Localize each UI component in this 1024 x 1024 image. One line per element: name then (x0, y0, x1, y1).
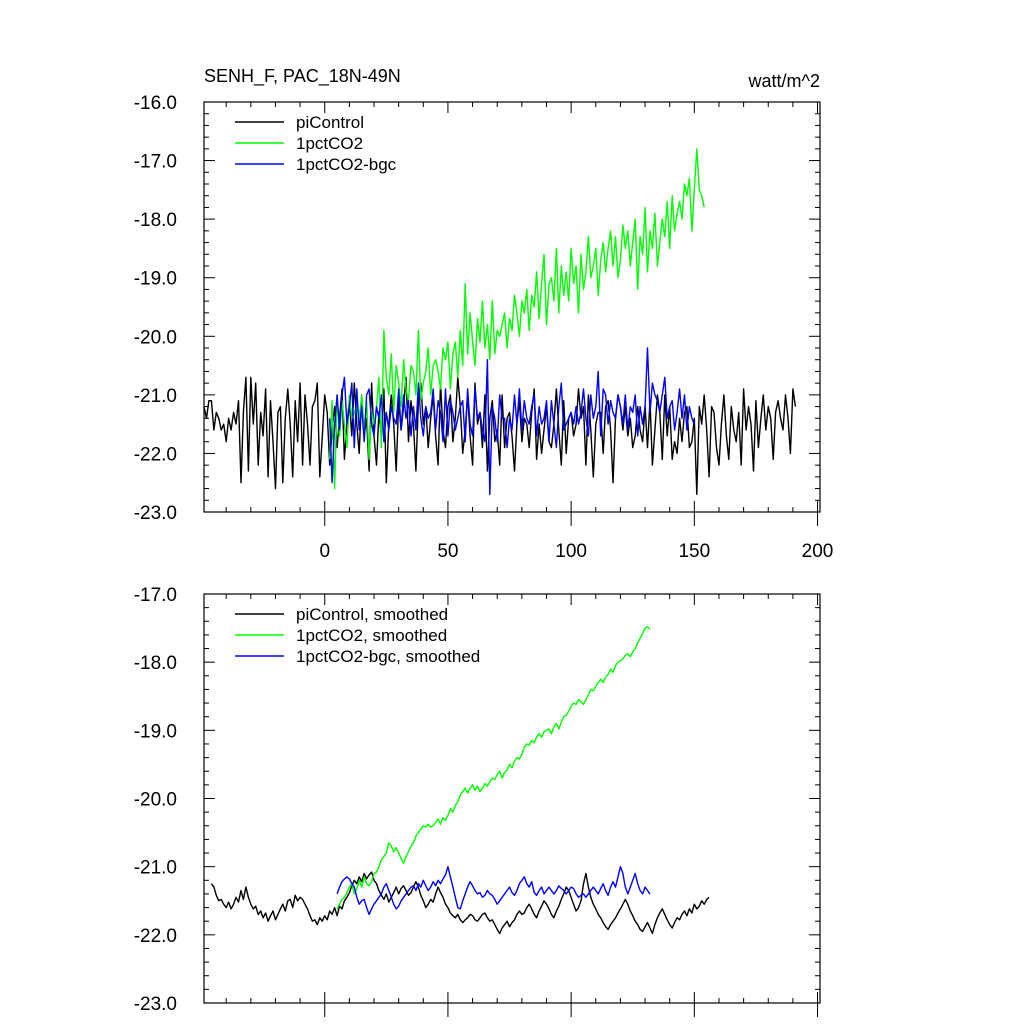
y-tick-label: -23.0 (134, 994, 177, 1015)
y-tick-label: -22.0 (134, 926, 177, 947)
y-tick-label: -21.0 (134, 858, 177, 879)
units-label: watt/m^2 (748, 71, 820, 91)
x-tick-label: 200 (802, 541, 834, 562)
legend-label: piControl (296, 113, 364, 132)
bottom-panel: -23.0 -22.0 -21.0 -20.0 -19.0 -18.0 -17.0 piCon… (134, 585, 821, 1017)
y-tick-label: -19.0 (134, 721, 177, 742)
series-line-1pctco2-bgc (336, 866, 651, 916)
y-tick-label: -16.0 (134, 93, 177, 114)
x-tick-label: 150 (678, 541, 710, 562)
y-tick-label: -20.0 (134, 790, 177, 811)
y-tick-label: -22.0 (134, 444, 177, 465)
plot-frame (203, 101, 821, 513)
y-tick-label: -23.0 (134, 503, 177, 524)
legend-label: piControl, smoothed (296, 605, 448, 624)
y-tick-label: -18.0 (134, 653, 177, 674)
series-line-1pctco2 (336, 626, 651, 910)
legend-label: 1pctCO2 (296, 134, 363, 153)
legend-label: 1pctCO2-bgc (296, 155, 397, 174)
legend-label: 1pctCO2, smoothed (296, 626, 447, 645)
y-tick-label: -21.0 (134, 386, 177, 407)
y-tick-label: -20.0 (134, 327, 177, 348)
y-tick-label: -17.0 (134, 152, 177, 173)
series-line-picontrol (210, 871, 710, 935)
series-line-1pctco2 (329, 148, 705, 490)
x-tick-label: 0 (319, 541, 330, 562)
y-tick-label: -17.0 (134, 585, 177, 606)
chart-title: SENH_F, PAC_18N-49N (204, 66, 401, 87)
x-tick-label: 50 (437, 541, 458, 562)
series-line-picontrol (203, 376, 797, 496)
top-panel: -23.0 -22.0 -21.0 -20.0 -19.0 -18.0 -17.0 -16.0… (134, 66, 834, 562)
y-tick-label: -18.0 (134, 210, 177, 231)
y-tick-label: -19.0 (134, 269, 177, 290)
x-tick-label: 100 (555, 541, 587, 562)
series-line-1pctco2-bgc (329, 347, 695, 496)
legend-label: 1pctCO2-bgc, smoothed (296, 647, 480, 666)
